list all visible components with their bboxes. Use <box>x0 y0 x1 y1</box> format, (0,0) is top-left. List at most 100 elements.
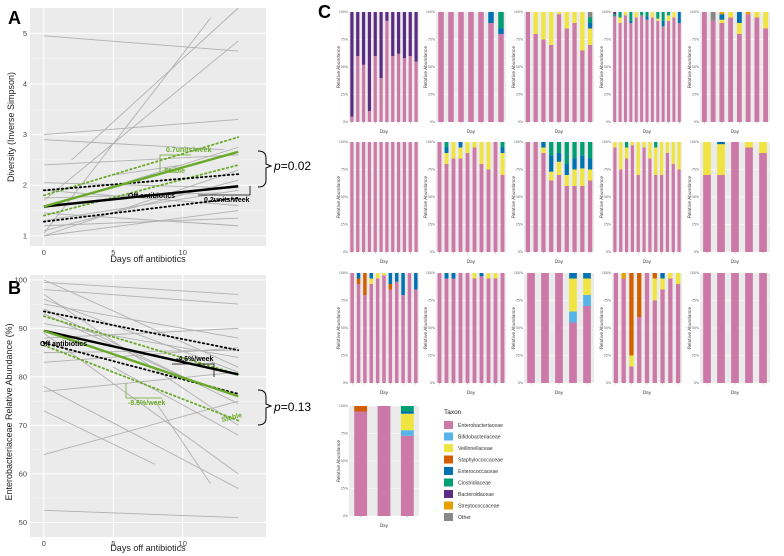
bar-segment <box>675 284 681 383</box>
mini-y-tick-label: 50% <box>604 65 611 69</box>
bar-segment <box>444 278 449 383</box>
bar-segment <box>613 273 619 383</box>
bar-segment <box>648 158 652 252</box>
mini-y-tick-label: 75% <box>604 38 611 42</box>
individual-trajectory <box>43 347 239 363</box>
bar-segment <box>391 12 395 56</box>
bar-segment <box>356 273 361 279</box>
bar-segment <box>367 142 372 252</box>
bar-segment <box>458 142 463 148</box>
individual-trajectory <box>113 164 183 176</box>
mini-y-tick-label: 100% <box>426 10 435 14</box>
bar-segment <box>549 142 554 156</box>
bar-segment <box>379 12 383 78</box>
panel-a-off-rate-bracket <box>198 186 251 196</box>
bar-segment <box>654 147 658 175</box>
bar-segment <box>394 273 399 282</box>
mini-y-tick-label: 25% <box>341 223 348 227</box>
bar-segment <box>388 284 393 290</box>
legend-swatch <box>444 467 453 475</box>
mini-y-tick-label: 50% <box>516 326 523 330</box>
bar-segment <box>645 16 649 20</box>
mini-y-tick-label: 50% <box>692 65 699 69</box>
bar-segment <box>478 12 484 122</box>
bar-segment <box>488 12 494 23</box>
bar-segment <box>654 175 658 252</box>
legend-swatch <box>444 444 453 452</box>
mini-y-tick-label: 50% <box>341 459 348 463</box>
bar-segment <box>580 12 585 51</box>
bar-segment <box>621 273 626 279</box>
individual-trajectory <box>43 298 239 373</box>
bar-segment <box>391 56 395 122</box>
panel-b-ticks: 50 60 70 80 90 100 0 5 10 <box>14 275 186 548</box>
bar-segment <box>549 12 554 45</box>
bar-segment <box>580 186 585 252</box>
bar-segment <box>677 23 681 122</box>
mini-y-tick-label: 0% <box>606 250 611 254</box>
bar-segment <box>569 311 577 323</box>
off-antibiotics-ci-upper <box>42 310 240 352</box>
mini-y-tick-label: 0% <box>430 120 435 124</box>
mini-y-tick-label: 100% <box>514 271 523 275</box>
bar-segment <box>414 289 418 383</box>
individual-trajectory <box>43 371 239 392</box>
panel-a-xlabel: Days off antibiotics <box>110 254 186 264</box>
panel-b-background <box>30 275 266 537</box>
bar-segment <box>472 147 477 252</box>
legend-label: Staphylococcaceae <box>458 458 503 464</box>
bar-segment <box>624 147 629 159</box>
bar-segment <box>500 153 505 175</box>
bar-segment <box>624 158 629 252</box>
stable-ci-lower <box>42 344 240 422</box>
bar-segment <box>556 161 562 175</box>
panel-b-ylabel: Enterobacteriaceae Relative Abundance (%… <box>4 323 14 500</box>
mini-chart: 0% 25% 50% 75% 100% Relative Abundance Day <box>336 404 419 528</box>
bar-segment <box>556 12 562 15</box>
legend-label: Streptococcaceae <box>458 504 500 510</box>
y-tick-label: 1 <box>23 231 27 240</box>
panel-b-stable-rate-bracket <box>125 383 162 399</box>
mini-y-tick-label: 75% <box>341 432 348 436</box>
bar-segment <box>414 61 418 122</box>
bar-segment <box>759 273 767 383</box>
mini-xlabel: Day <box>380 390 389 395</box>
bar-segment <box>629 355 634 367</box>
bar-segment <box>710 12 716 21</box>
bar-segment <box>629 23 633 122</box>
bar-segment <box>667 12 671 16</box>
bar-segment <box>401 273 405 295</box>
bar-segment <box>745 147 753 252</box>
bar-segment <box>468 12 474 122</box>
mini-y-tick-label: 50% <box>692 326 699 330</box>
bar-segment <box>465 142 470 153</box>
mini-ylabel: Relative Abundance <box>423 307 428 349</box>
mini-ylabel: Relative Abundance <box>687 176 692 218</box>
x-tick-label: 0 <box>42 539 46 548</box>
mini-y-tick-label: 50% <box>428 195 435 199</box>
mini-ylabel: Relative Abundance <box>599 307 604 349</box>
bar-segment <box>636 142 640 175</box>
mini-y-tick-label: 100% <box>339 271 348 275</box>
bar-segment <box>659 175 664 252</box>
bar-segment <box>438 12 444 122</box>
bar-segment <box>549 155 554 172</box>
individual-trajectory <box>43 303 239 339</box>
bar-segment <box>525 12 531 122</box>
bar-segment <box>379 142 383 252</box>
panel-b-xlabel: Days off antibiotics <box>110 543 186 553</box>
bar-segment <box>367 12 372 111</box>
bar-segment <box>400 413 414 431</box>
bar-segment <box>618 17 622 23</box>
mini-y-tick-label: 25% <box>692 223 699 227</box>
mini-y-tick-label: 50% <box>341 65 348 69</box>
bar-segment <box>369 284 374 383</box>
individual-trajectory <box>43 327 239 339</box>
mini-y-tick-label: 25% <box>692 93 699 97</box>
legend-swatch <box>444 513 453 521</box>
bar-segment <box>472 273 477 279</box>
legend-swatch <box>444 421 453 429</box>
bar-segment <box>587 28 593 45</box>
bar-segment <box>479 164 484 252</box>
